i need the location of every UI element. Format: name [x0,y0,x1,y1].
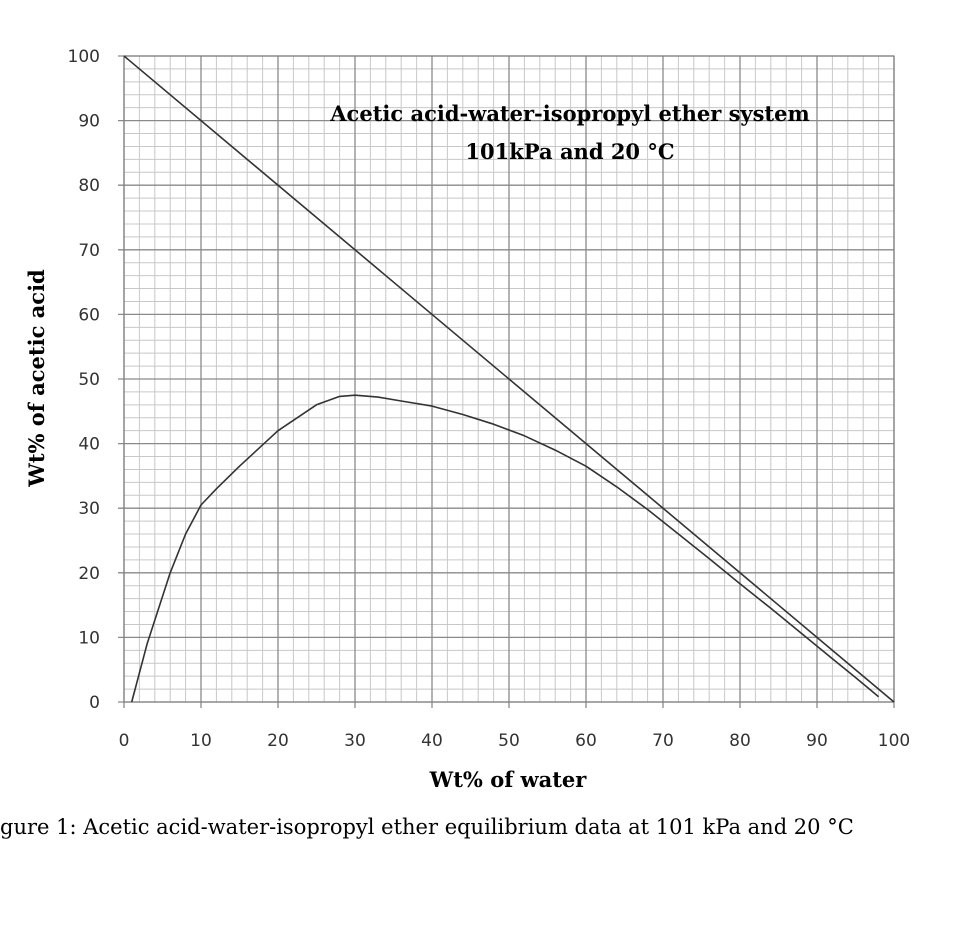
chart-subtitle: 101kPa and 20 °C [465,139,674,164]
y-tick-label: 10 [78,628,100,648]
x-tick-label: 80 [729,731,751,751]
x-tick-label: 100 [878,731,910,751]
x-tick-label: 90 [806,731,828,751]
plot-frame [123,55,895,703]
series-line-hypotenuse [123,55,895,703]
y-tick-label: 70 [78,241,100,261]
x-axis-title: Wt% of water [429,767,588,792]
figure-caption: gure 1: Acetic acid-water-isopropyl ethe… [0,815,854,839]
y-tick-label: 100 [68,47,100,67]
x-tick-label: 50 [498,731,520,751]
x-tick-label: 20 [267,731,289,751]
y-tick-label: 30 [78,499,100,519]
y-tick-label: 60 [78,305,100,325]
x-tick-label: 30 [344,731,366,751]
y-tick-label: 80 [78,176,100,196]
y-tick-label: 90 [78,112,100,132]
y-tick-labels: 0 10 20 30 40 50 60 70 80 90 100 [68,47,100,713]
x-tick-labels: 0 10 20 30 40 50 60 70 80 90 100 [119,731,911,751]
y-tick-label: 50 [78,370,100,390]
chart-title: Acetic acid-water-isopropyl ether system [329,101,809,126]
y-tick-label: 40 [78,435,100,455]
series-layer [123,55,895,703]
series-line-equilibrium-curve [130,394,880,703]
y-tick-label: 0 [89,693,100,713]
x-tick-label: 0 [119,731,130,751]
x-tick-label: 60 [575,731,597,751]
x-tick-label: 10 [190,731,212,751]
y-tick-label: 20 [78,564,100,584]
x-tick-label: 40 [421,731,443,751]
y-axis-title: Wt% of acetic acid [24,269,49,488]
x-tick-label: 70 [652,731,674,751]
